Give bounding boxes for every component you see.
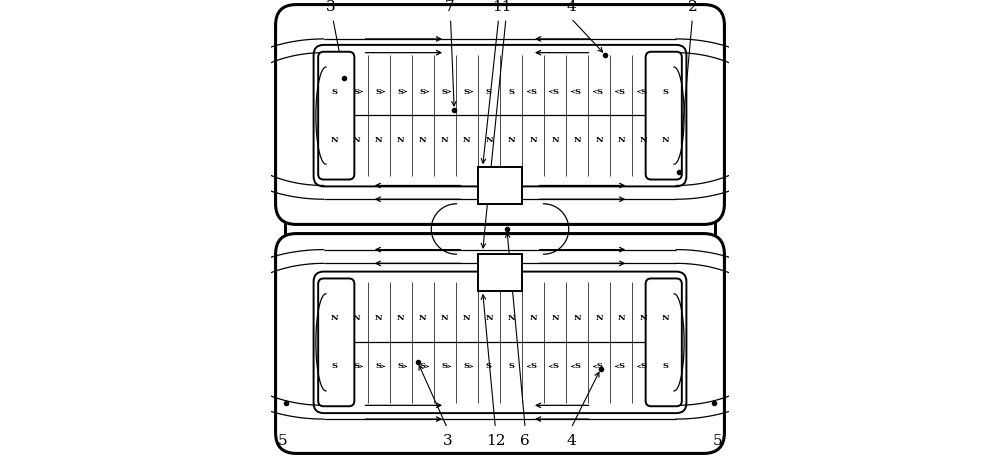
Text: N: N <box>353 136 361 144</box>
Text: 3: 3 <box>443 434 452 447</box>
Text: N: N <box>331 136 339 144</box>
Text: 4: 4 <box>566 434 576 447</box>
Text: S: S <box>376 87 382 96</box>
Text: N: N <box>463 314 471 322</box>
Text: N: N <box>419 136 427 144</box>
Text: N: N <box>375 314 383 322</box>
Text: S: S <box>354 87 360 96</box>
Text: S: S <box>398 362 404 371</box>
Text: N: N <box>353 314 361 322</box>
FancyBboxPatch shape <box>314 272 686 413</box>
Text: S: S <box>332 362 338 371</box>
Text: S: S <box>442 362 448 371</box>
Text: N: N <box>595 314 603 322</box>
Text: 2: 2 <box>687 0 697 14</box>
Text: 4: 4 <box>566 0 576 14</box>
Text: N: N <box>331 314 339 322</box>
Text: N: N <box>507 314 515 322</box>
Text: S: S <box>552 362 558 371</box>
Text: N: N <box>441 314 449 322</box>
Text: S: S <box>376 362 382 371</box>
Text: 3: 3 <box>326 0 335 14</box>
Text: N: N <box>375 136 383 144</box>
FancyBboxPatch shape <box>276 5 724 224</box>
Text: S: S <box>398 87 404 96</box>
FancyBboxPatch shape <box>276 234 724 453</box>
Text: N: N <box>595 136 603 144</box>
Text: S: S <box>354 362 360 371</box>
Text: N: N <box>463 136 471 144</box>
Bar <box>285 25 715 433</box>
Text: S: S <box>486 362 492 371</box>
Text: N: N <box>573 314 581 322</box>
Text: 5: 5 <box>278 434 287 447</box>
Text: N: N <box>507 136 515 144</box>
Text: S: S <box>486 87 492 96</box>
Bar <box>478 254 522 291</box>
Text: N: N <box>639 136 647 144</box>
Text: N: N <box>529 314 537 322</box>
Text: S: S <box>596 362 602 371</box>
Text: 7: 7 <box>445 0 454 14</box>
Text: N: N <box>617 314 625 322</box>
Text: S: S <box>618 362 624 371</box>
Text: N: N <box>397 136 405 144</box>
Text: S: S <box>574 362 580 371</box>
Text: N: N <box>617 136 625 144</box>
Text: 6: 6 <box>520 434 530 447</box>
FancyBboxPatch shape <box>318 52 354 180</box>
Text: N: N <box>661 136 669 144</box>
Text: S: S <box>508 87 514 96</box>
Text: S: S <box>662 87 668 96</box>
Text: S: S <box>464 87 470 96</box>
Text: S: S <box>420 362 426 371</box>
Text: N: N <box>397 314 405 322</box>
Text: S: S <box>596 87 602 96</box>
Text: S: S <box>574 87 580 96</box>
FancyBboxPatch shape <box>314 45 686 186</box>
FancyBboxPatch shape <box>646 278 682 406</box>
FancyBboxPatch shape <box>318 278 354 406</box>
Text: N: N <box>551 136 559 144</box>
Text: N: N <box>661 314 669 322</box>
Text: N: N <box>551 314 559 322</box>
Text: S: S <box>552 87 558 96</box>
Text: 5: 5 <box>713 434 722 447</box>
Text: S: S <box>618 87 624 96</box>
Text: 11: 11 <box>493 0 512 14</box>
Text: N: N <box>485 314 493 322</box>
Bar <box>478 167 522 204</box>
FancyBboxPatch shape <box>646 52 682 180</box>
Text: S: S <box>464 362 470 371</box>
Text: S: S <box>530 87 536 96</box>
Text: S: S <box>420 87 426 96</box>
Text: N: N <box>485 136 493 144</box>
Text: N: N <box>573 136 581 144</box>
Text: N: N <box>419 314 427 322</box>
Text: S: S <box>508 362 514 371</box>
Text: S: S <box>640 87 646 96</box>
Text: S: S <box>530 362 536 371</box>
Text: N: N <box>639 314 647 322</box>
Text: S: S <box>442 87 448 96</box>
Text: 12: 12 <box>486 434 505 447</box>
Text: S: S <box>640 362 646 371</box>
Text: N: N <box>529 136 537 144</box>
Text: N: N <box>441 136 449 144</box>
Text: S: S <box>662 362 668 371</box>
Text: S: S <box>332 87 338 96</box>
